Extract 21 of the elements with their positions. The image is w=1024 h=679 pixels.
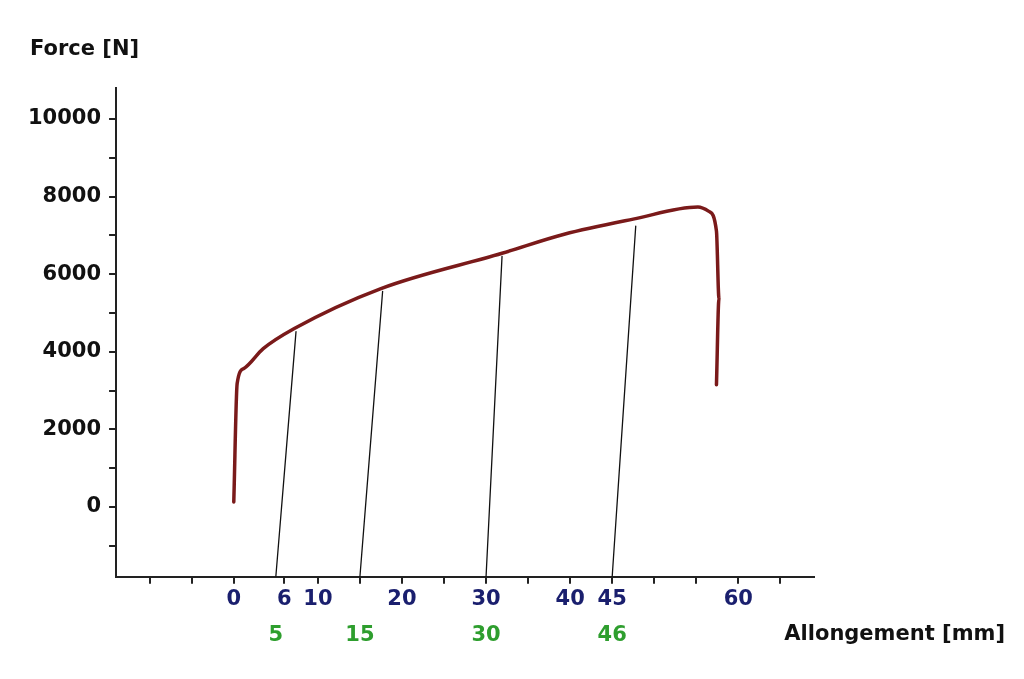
y-tick-label: 4000 [42, 338, 102, 363]
x-tick-label: 0 [226, 585, 242, 610]
annotation: 30 [471, 621, 501, 646]
line-series [232, 205, 721, 504]
x-tick-label: 20 [387, 585, 417, 610]
x-tick-label: 60 [723, 585, 753, 610]
annotation: 15 [345, 621, 375, 646]
y-tick-label: 8000 [42, 183, 102, 208]
x-tick-label: 6 [276, 585, 292, 610]
x-tick-label: 30 [471, 585, 501, 610]
y-tick-label: 2000 [42, 415, 102, 440]
y-axis-title: Force [N] [30, 36, 140, 60]
x-tick-label: 10 [303, 585, 333, 610]
y-tick-label: 10000 [28, 105, 102, 130]
annotation: 5 [268, 621, 284, 646]
x-tick-label: 45 [597, 585, 627, 610]
y-tick-label: 6000 [42, 260, 102, 285]
y-tick-label: 0 [86, 493, 102, 518]
x-tick-label: 40 [555, 585, 585, 610]
x-axis-title: Allongement [mm] [784, 621, 1005, 645]
annotation: 46 [597, 621, 627, 646]
